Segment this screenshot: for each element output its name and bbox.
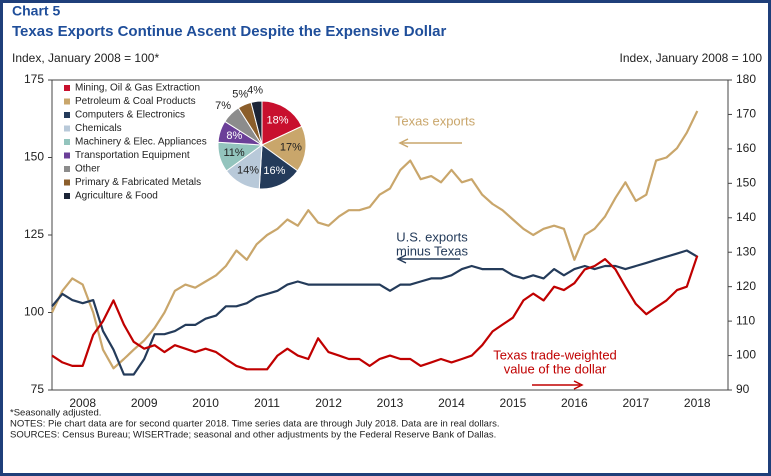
x-tick-label: 2014 <box>438 396 465 410</box>
y-tick-label: 125 <box>24 227 44 241</box>
pie-slice <box>258 144 299 190</box>
pie-label: 14% <box>237 164 259 176</box>
y2-tick-label: 120 <box>736 279 756 293</box>
legend-swatch <box>64 179 70 186</box>
series-label: Texas trade-weighted <box>493 347 617 362</box>
legend-label: Transportation Equipment <box>75 150 190 161</box>
arrow-head <box>398 138 409 148</box>
x-tick-label: 2012 <box>315 396 342 410</box>
legend-swatch <box>64 166 70 172</box>
series-line <box>51 255 699 371</box>
y-tick-label: 175 <box>24 72 44 86</box>
pie-label: 17% <box>280 142 302 154</box>
legend-swatch <box>64 112 70 118</box>
pie-slice <box>261 100 303 146</box>
pie-label: 8% <box>226 130 242 142</box>
footnote: SOURCES: Census Bureau; WISERTrade; seas… <box>10 430 496 441</box>
y2-tick-label: 110 <box>736 313 755 327</box>
series-label: Texas exports <box>395 113 476 128</box>
y2-tick-label: 140 <box>736 210 756 224</box>
x-tick-label: 2009 <box>131 396 158 410</box>
y-tick-label: 75 <box>31 382 45 396</box>
footnote: *Seasonally adjusted. <box>10 408 101 419</box>
legend-label: Other <box>75 164 101 175</box>
y2-tick-label: 150 <box>736 176 756 190</box>
x-tick-label: 2013 <box>377 396 404 410</box>
series-label: U.S. exports <box>396 229 468 244</box>
pie-label: 5% <box>232 88 248 100</box>
y2-axis-label: Index, January 2008 = 100 <box>620 51 763 65</box>
x-tick-label: 2016 <box>561 396 588 410</box>
legend-swatch <box>64 152 70 159</box>
series-label: minus Texas <box>396 243 469 258</box>
legend-swatch <box>64 85 70 91</box>
pie-slice <box>261 125 307 172</box>
pie-label: 7% <box>215 100 231 112</box>
arrows <box>396 138 584 390</box>
y2-tick-label: 90 <box>736 382 750 396</box>
footnote: NOTES: Pie chart data are for second qua… <box>10 419 500 430</box>
pie-label: 11% <box>224 147 245 159</box>
x-tick-label: 2017 <box>622 396 649 410</box>
legend-label: Machinery & Elec. Appliances <box>75 137 207 148</box>
x-tick-label: 2018 <box>684 396 711 410</box>
arrow-head <box>573 380 584 390</box>
pie-label: 16% <box>263 165 285 177</box>
legend-swatch <box>64 193 70 199</box>
y2-tick-label: 130 <box>736 244 756 258</box>
legend-label: Computers & Electronics <box>75 110 185 121</box>
series-label: value of the dollar <box>504 361 607 376</box>
y2-tick-label: 180 <box>736 72 756 86</box>
y-tick-label: 150 <box>24 150 44 164</box>
legend-label: Chemicals <box>75 123 122 134</box>
legend-label: Petroleum & Coal Products <box>75 96 196 107</box>
x-tick-label: 2010 <box>192 396 219 410</box>
series-line <box>51 110 699 370</box>
pie-label: 4% <box>247 84 263 96</box>
pie-label: 18% <box>267 114 289 126</box>
legend-swatch <box>64 125 70 132</box>
legend-label: Primary & Fabricated Metals <box>75 177 201 188</box>
chart-subtitle: Texas Exports Continue Ascent Despite th… <box>12 23 446 40</box>
pie-slice <box>250 100 263 146</box>
legend-swatch <box>64 98 70 105</box>
y2-tick-label: 160 <box>736 141 756 155</box>
y2-tick-label: 100 <box>736 348 756 362</box>
x-tick-label: 2008 <box>69 396 96 410</box>
arrow-head <box>396 254 407 264</box>
legend-label: Mining, Oil & Gas Extraction <box>75 83 200 94</box>
x-tick-label: 2015 <box>500 396 527 410</box>
legend-swatch <box>64 139 70 145</box>
legend-label: Agriculture & Food <box>75 191 158 202</box>
y-axis-label: Index, January 2008 = 100* <box>12 51 159 65</box>
y2-tick-label: 170 <box>736 107 756 121</box>
chart-title: Chart 5 <box>12 3 60 19</box>
x-tick-label: 2011 <box>254 396 280 410</box>
y-tick-label: 100 <box>24 305 44 319</box>
